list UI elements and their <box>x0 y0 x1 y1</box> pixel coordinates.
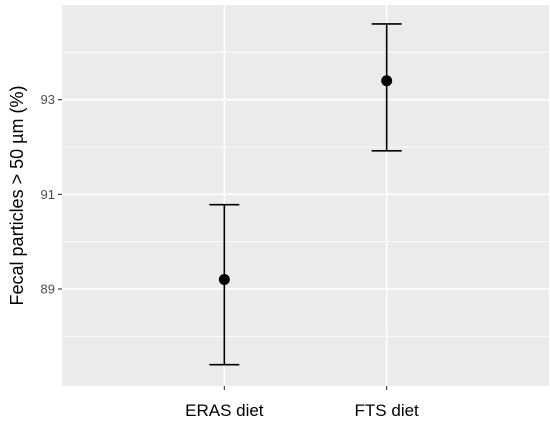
x-tick-label: FTS diet <box>355 401 420 420</box>
axis-ticks <box>58 99 388 390</box>
y-tick-labels: 89 91 93 <box>41 92 55 296</box>
major-gridlines <box>62 5 549 386</box>
plot-panel <box>62 5 549 386</box>
y-tick-label: 93 <box>41 92 55 107</box>
y-axis-title: Fecal particles > 50 µm (%) <box>7 86 27 306</box>
mean-point <box>218 274 230 286</box>
error-bar-group <box>371 23 402 152</box>
x-tick-labels: ERAS diet FTS diet <box>185 401 419 420</box>
error-bar-group <box>209 203 240 366</box>
y-tick-label: 89 <box>41 281 55 296</box>
minor-gridlines <box>62 51 549 337</box>
mean-point <box>381 75 393 87</box>
x-tick-label: ERAS diet <box>185 401 264 420</box>
y-tick-label: 91 <box>41 187 55 202</box>
data-marks <box>209 23 402 366</box>
